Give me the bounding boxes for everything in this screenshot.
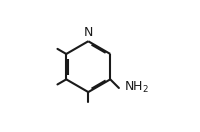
Text: N: N xyxy=(84,26,93,39)
Text: NH$_2$: NH$_2$ xyxy=(124,79,149,95)
